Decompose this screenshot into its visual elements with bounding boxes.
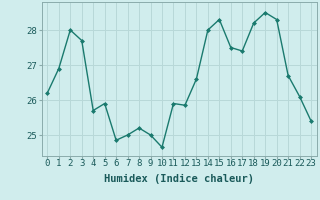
X-axis label: Humidex (Indice chaleur): Humidex (Indice chaleur) <box>104 174 254 184</box>
